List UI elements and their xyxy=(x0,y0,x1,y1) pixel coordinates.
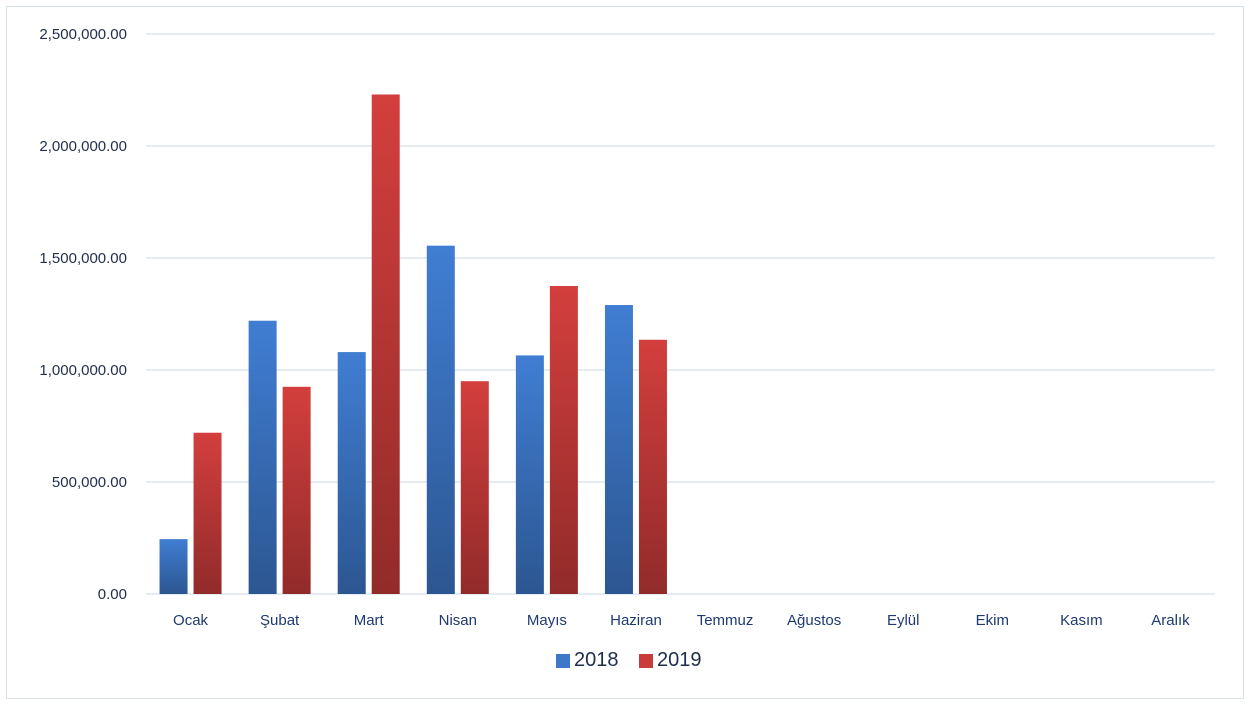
legend: 2018 2019 xyxy=(556,649,702,671)
bar-2019-Nisan xyxy=(460,381,489,594)
y-tick-label: 500,000.00 xyxy=(52,474,127,491)
x-tick-label: Aralık xyxy=(1151,612,1190,629)
legend-label-2019: 2019 xyxy=(657,649,702,671)
x-tick-label: Şubat xyxy=(260,612,300,629)
x-tick-label: Haziran xyxy=(610,612,662,629)
bar-2019-Mart xyxy=(371,94,400,594)
legend-label-2018: 2018 xyxy=(574,649,619,671)
bar-2019-Mayıs xyxy=(549,286,578,594)
bar-2019-Haziran xyxy=(638,339,667,594)
x-axis: Ocak Şubat Mart Nisan Mayıs Haziran Temmuz Ağus… xyxy=(173,612,1190,629)
y-tick-label: 2,000,000.00 xyxy=(39,138,127,155)
bar-2019-Ocak xyxy=(193,432,222,594)
y-tick-label: 2,500,000.00 xyxy=(39,26,127,43)
bar-2018-Nisan xyxy=(426,245,455,594)
bar-2019-Şubat xyxy=(282,386,311,594)
x-tick-label: Ekim xyxy=(976,612,1009,629)
bar-2018-Mart xyxy=(337,352,366,594)
legend-swatch-2018 xyxy=(556,654,570,668)
x-tick-label: Ağustos xyxy=(787,612,841,629)
bar-2018-Mayıs xyxy=(515,355,544,594)
x-tick-label: Eylül xyxy=(887,612,920,629)
bar-chart: 0.00 500,000.00 1,000,000.00 1,500,000.00 2,… xyxy=(39,26,1215,671)
y-tick-label: 1,500,000.00 xyxy=(39,250,127,267)
gridlines xyxy=(146,33,1215,595)
x-tick-label: Mart xyxy=(354,612,385,629)
y-axis: 0.00 500,000.00 1,000,000.00 1,500,000.00 2,… xyxy=(39,26,127,603)
legend-swatch-2019 xyxy=(639,654,653,668)
x-tick-label: Temmuz xyxy=(697,612,754,629)
x-tick-label: Ocak xyxy=(173,612,209,629)
chart-frame: 0.00 500,000.00 1,000,000.00 1,500,000.00 2,… xyxy=(6,6,1244,699)
bars xyxy=(159,94,667,594)
bar-2018-Ocak xyxy=(159,539,188,594)
bar-2018-Haziran xyxy=(604,305,633,594)
x-tick-label: Mayıs xyxy=(527,612,567,629)
x-tick-label: Kasım xyxy=(1060,612,1103,629)
y-tick-label: 1,000,000.00 xyxy=(39,362,127,379)
y-tick-label: 0.00 xyxy=(98,586,127,603)
x-tick-label: Nisan xyxy=(439,612,477,629)
bar-2018-Şubat xyxy=(248,320,277,594)
